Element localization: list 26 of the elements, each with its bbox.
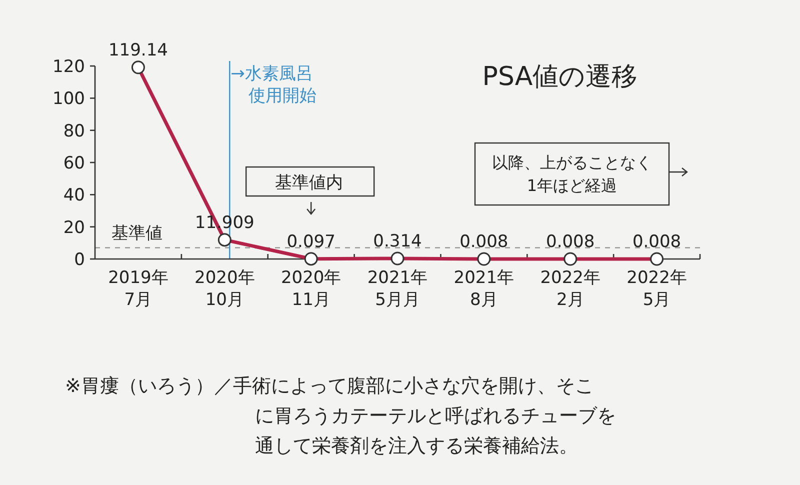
data-label: 0.314 — [373, 231, 422, 252]
ref-line-label: 基準値 — [112, 224, 162, 244]
chart-title: PSA値の遷移 — [482, 62, 638, 92]
y-tick-label: 40 — [63, 186, 85, 206]
y-tick-label: 60 — [63, 154, 85, 174]
x-tick-label: 2022年 2月 — [540, 268, 600, 310]
data-label: 0.097 — [286, 232, 336, 252]
ref-line-label: →水素風呂使用開始 — [230, 64, 317, 106]
data-label: 0.008 — [460, 232, 508, 252]
y-tick-label: 80 — [63, 121, 85, 142]
y-tick-label: 120 — [52, 57, 85, 77]
data-label: 0.008 — [546, 232, 595, 252]
x-tick-label: 2019年 7月 — [108, 268, 168, 310]
x-tick-label: 2021年 8月 — [454, 268, 514, 310]
y-tick-label: 100 — [52, 89, 85, 110]
x-tick-label: 2022年 5月 — [626, 268, 687, 310]
x-tick-label: 2020年 11月 — [280, 268, 342, 310]
data-label: 0.008 — [632, 232, 682, 252]
x-tick-label: 2021年 5月月 — [367, 268, 428, 310]
annotation: 以降、上がることなく1年ほど経過 — [492, 153, 652, 195]
data-label: 119.14 — [108, 40, 168, 60]
text: ※胃瘻（いろう）／手術によって腹部に小さな穴を開け、そこに胃ろうカテーテルと呼ばれるチューブを通して栄養剤を注入する栄養補給法。 — [65, 375, 616, 457]
y-tick-label: 20 — [63, 218, 85, 238]
y-tick-label: 0 — [74, 250, 85, 270]
annotation: 基準値内 — [275, 173, 344, 193]
x-tick-label: 2020年 10月 — [194, 268, 255, 310]
